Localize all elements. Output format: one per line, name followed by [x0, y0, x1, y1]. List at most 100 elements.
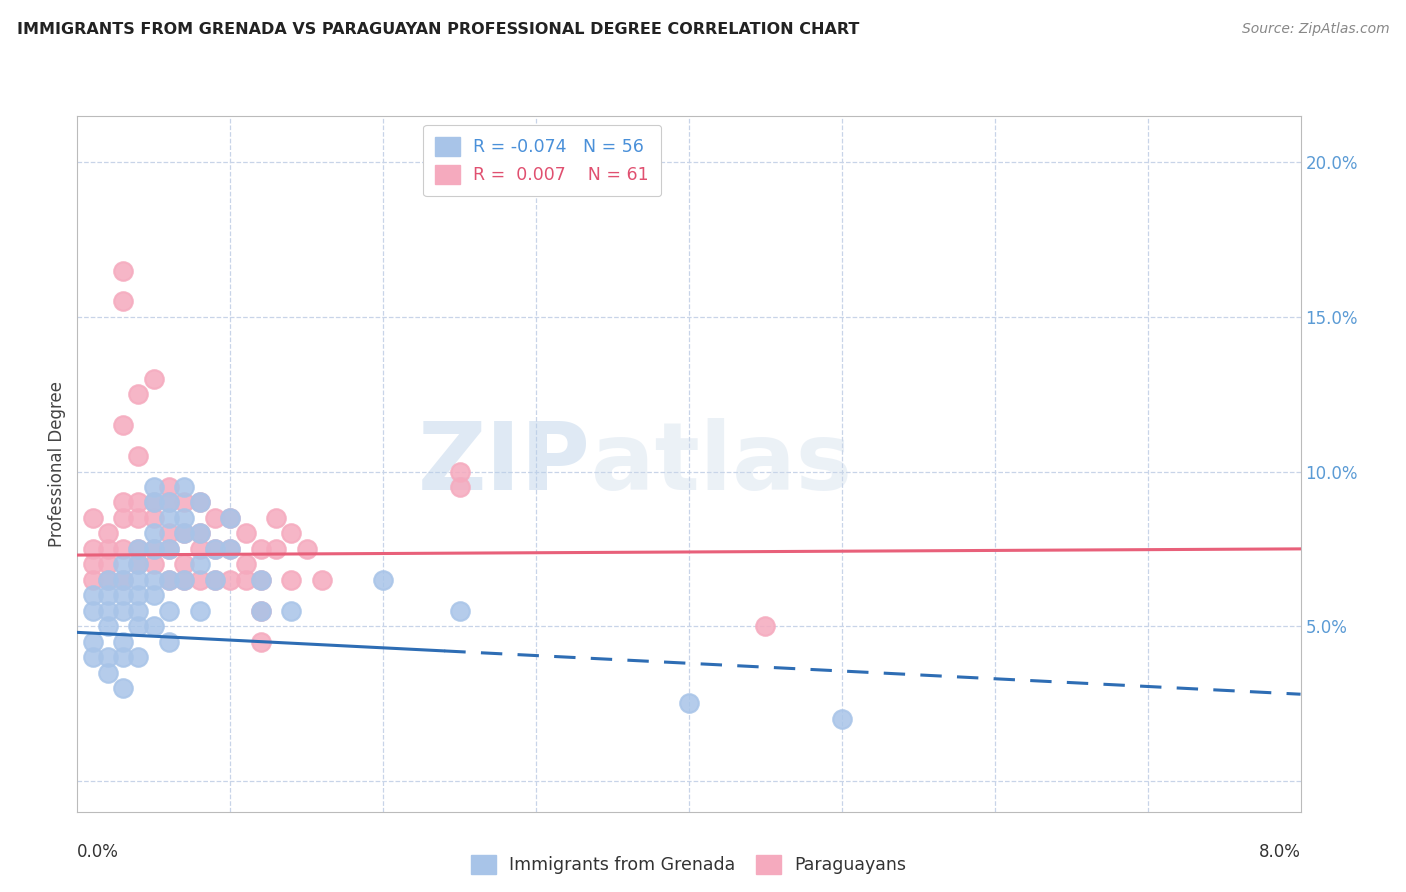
Point	[128, 650, 150, 665]
Point	[204, 573, 226, 587]
Text: IMMIGRANTS FROM GRENADA VS PARAGUAYAN PROFESSIONAL DEGREE CORRELATION CHART: IMMIGRANTS FROM GRENADA VS PARAGUAYAN PR…	[17, 22, 859, 37]
Point	[142, 372, 165, 386]
Point	[204, 511, 226, 525]
Point	[173, 526, 195, 541]
Point	[82, 650, 104, 665]
Point	[449, 604, 471, 618]
Point	[219, 541, 242, 556]
Point	[82, 511, 104, 525]
Point	[250, 573, 273, 587]
Point	[142, 526, 165, 541]
Point	[250, 604, 273, 618]
Point	[112, 604, 135, 618]
Point	[173, 558, 195, 572]
Point	[280, 573, 302, 587]
Point	[112, 541, 135, 556]
Point	[235, 573, 257, 587]
Point	[82, 558, 104, 572]
Point	[264, 541, 287, 556]
Point	[112, 634, 135, 648]
Point	[82, 604, 104, 618]
Point	[112, 681, 135, 695]
Point	[97, 558, 120, 572]
Point	[173, 495, 195, 509]
Point	[157, 541, 180, 556]
Point	[128, 558, 150, 572]
Point	[295, 541, 318, 556]
Point	[188, 526, 211, 541]
Point	[157, 526, 180, 541]
Point	[188, 604, 211, 618]
Point	[97, 588, 120, 602]
Point	[219, 511, 242, 525]
Point	[142, 480, 165, 494]
Point	[264, 511, 287, 525]
Point	[157, 541, 180, 556]
Point	[97, 604, 120, 618]
Point	[280, 526, 302, 541]
Point	[142, 541, 165, 556]
Point	[280, 604, 302, 618]
Point	[97, 619, 120, 633]
Point	[204, 541, 226, 556]
Point	[97, 665, 120, 680]
Point	[311, 573, 333, 587]
Point	[128, 604, 150, 618]
Point	[128, 558, 150, 572]
Point	[128, 387, 150, 401]
Point	[173, 511, 195, 525]
Point	[250, 541, 273, 556]
Point	[142, 573, 165, 587]
Point	[128, 588, 150, 602]
Text: Source: ZipAtlas.com: Source: ZipAtlas.com	[1241, 22, 1389, 37]
Point	[157, 511, 180, 525]
Point	[188, 495, 211, 509]
Point	[128, 541, 150, 556]
Point	[112, 573, 135, 587]
Text: ZIP: ZIP	[418, 417, 591, 510]
Point	[142, 495, 165, 509]
Y-axis label: Professional Degree: Professional Degree	[48, 381, 66, 547]
Text: 0.0%: 0.0%	[77, 843, 120, 861]
Point	[128, 495, 150, 509]
Point	[128, 511, 150, 525]
Point	[204, 541, 226, 556]
Point	[112, 418, 135, 433]
Point	[142, 588, 165, 602]
Point	[142, 511, 165, 525]
Point	[250, 604, 273, 618]
Point	[188, 541, 211, 556]
Point	[157, 634, 180, 648]
Point	[173, 573, 195, 587]
Point	[157, 604, 180, 618]
Point	[188, 495, 211, 509]
Point	[173, 480, 195, 494]
Point	[235, 526, 257, 541]
Text: 8.0%: 8.0%	[1258, 843, 1301, 861]
Point	[157, 573, 180, 587]
Point	[250, 634, 273, 648]
Point	[449, 480, 471, 494]
Point	[142, 495, 165, 509]
Point	[157, 480, 180, 494]
Point	[157, 495, 180, 509]
Point	[204, 573, 226, 587]
Point	[128, 619, 150, 633]
Point	[112, 511, 135, 525]
Point	[188, 526, 211, 541]
Point	[97, 573, 120, 587]
Point	[449, 465, 471, 479]
Point	[128, 573, 150, 587]
Point	[97, 573, 120, 587]
Point	[371, 573, 394, 587]
Point	[128, 541, 150, 556]
Point	[678, 697, 700, 711]
Point	[219, 573, 242, 587]
Point	[831, 712, 853, 726]
Point	[157, 495, 180, 509]
Point	[112, 495, 135, 509]
Point	[112, 573, 135, 587]
Point	[157, 573, 180, 587]
Point	[82, 573, 104, 587]
Point	[128, 449, 150, 463]
